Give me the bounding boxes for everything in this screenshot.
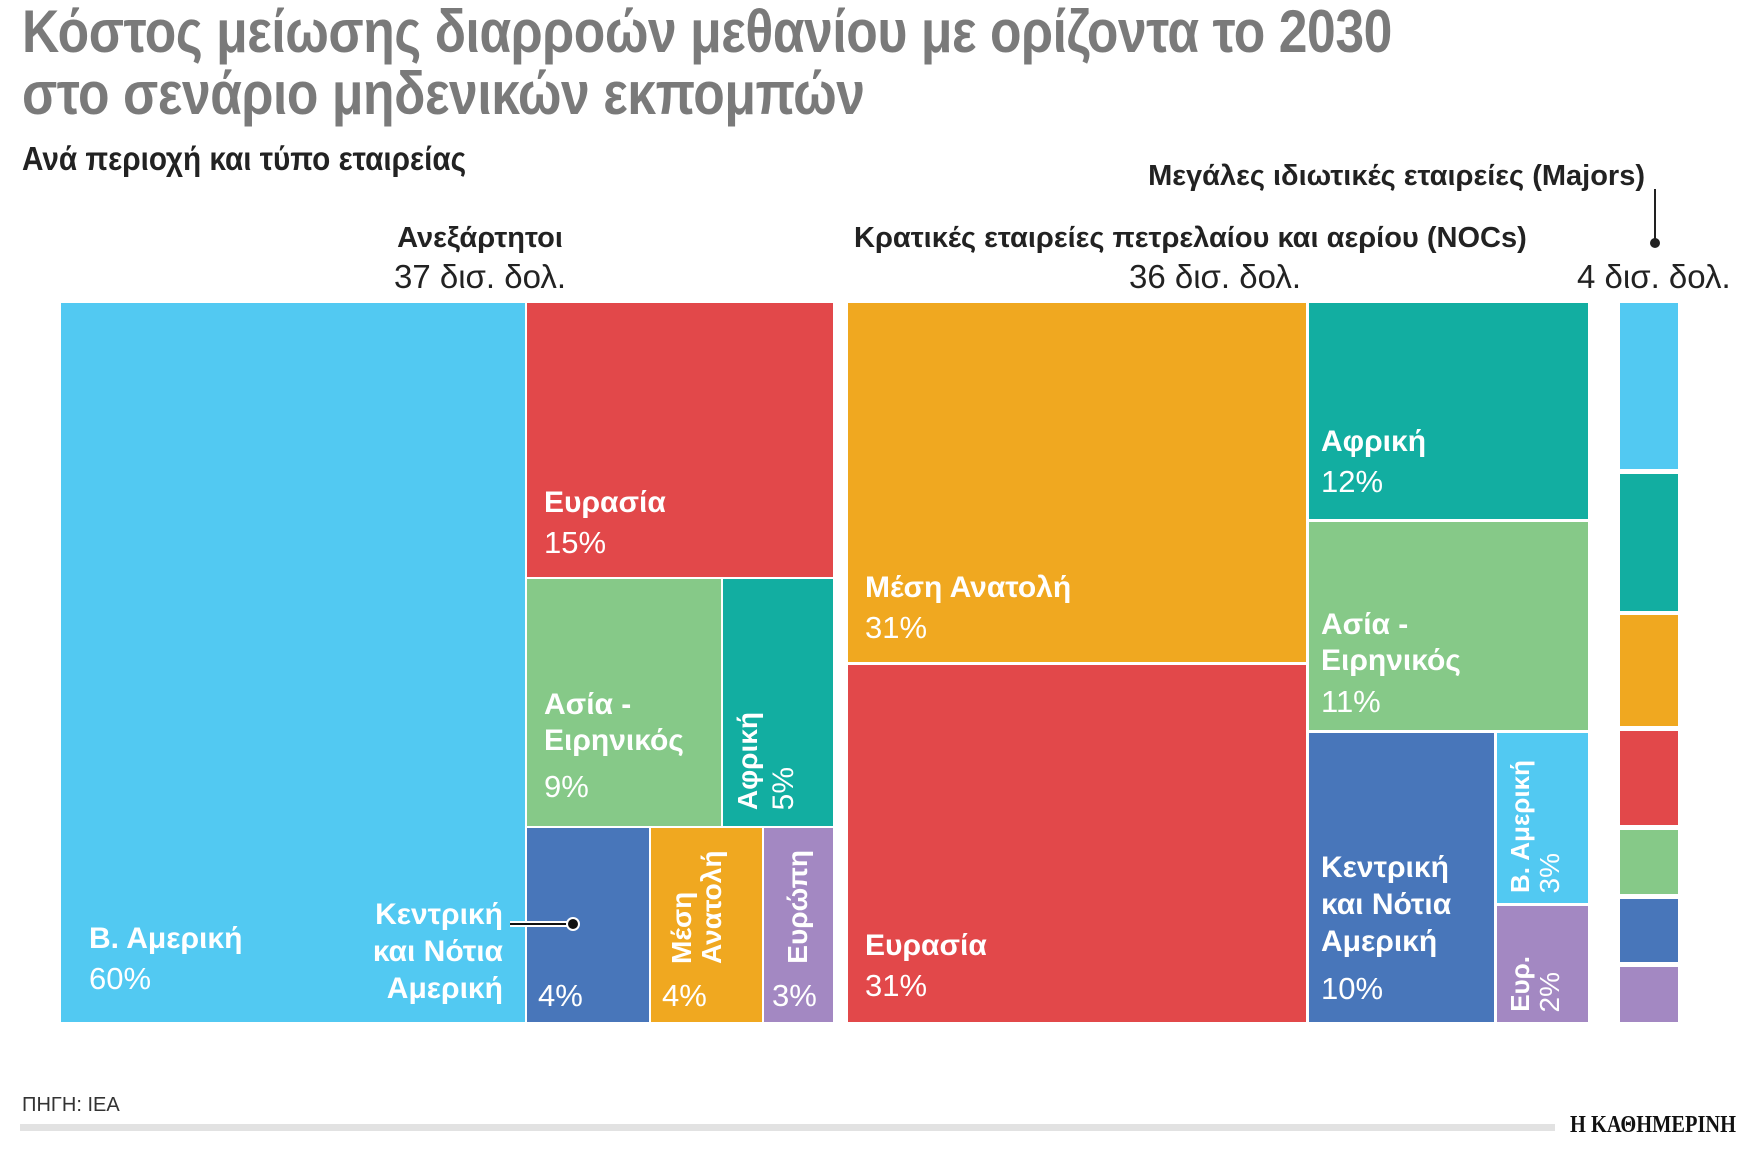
cell-label: Ευρασία	[865, 929, 987, 962]
majors-leader-line	[1654, 189, 1656, 241]
footer-rule	[20, 1124, 1555, 1131]
cell-share: 9%	[544, 769, 589, 804]
cell-share: 11%	[1321, 684, 1381, 719]
group-total-majors: 4 δισ. δολ.	[1577, 258, 1731, 295]
cell-label: Ευρώπη	[782, 850, 813, 964]
cell-share: 12%	[1321, 464, 1384, 499]
treemap-cell-independents-asia-pacific: Ασία - Ειρηνικός 9%	[527, 579, 721, 826]
treemap-cell-independents-eurasia: Ευρασία 15%	[527, 303, 833, 577]
cell-share: 5%	[767, 766, 800, 810]
treemap-cell-majors-middle-east	[1620, 615, 1678, 726]
treemap-cell-nocs-europe: Ευρ. 2%	[1497, 906, 1588, 1022]
treemap-cell-independents-central-south-america: 4%	[527, 828, 649, 1022]
treemap-cell-majors-europe	[1620, 967, 1678, 1022]
cell-label: Μέση Ανατολή	[666, 850, 727, 964]
treemap-cell-independents-north-america: Β. Αμερική 60%	[61, 303, 525, 1022]
treemap-cell-nocs-central-south-america: Κεντρική και Νότια Αμερική 10%	[1309, 733, 1494, 1022]
treemap-cell-nocs-north-america: Β. Αμερική 3%	[1497, 733, 1588, 903]
cell-label: Ευρ.	[1505, 956, 1535, 1012]
majors-leader-dot	[1650, 238, 1660, 248]
cell-label: Μέση Ανατολή	[865, 571, 1072, 604]
cell-label: Β. Αμερική	[89, 922, 243, 955]
cell-label: Ασία - Ειρηνικός	[1321, 608, 1461, 677]
treemap-cell-majors-eurasia	[1620, 731, 1678, 825]
leader-dot	[566, 917, 580, 931]
cell-label: Ευρασία	[544, 486, 666, 519]
treemap-cell-independents-middle-east: Μέση Ανατολή 4%	[651, 828, 762, 1022]
title-line-1: Κόστος μείωσης διαρροών μεθανίου με ορίζ…	[22, 0, 1392, 65]
group-label-majors: Μεγάλες ιδιωτικές εταιρείες (Majors)	[1148, 160, 1645, 192]
cell-label: Αφρική	[1321, 425, 1427, 458]
group-total-nocs: 36 δισ. δολ.	[1128, 258, 1302, 295]
source-note: ΠΗΓΗ: IEA	[22, 1094, 120, 1116]
treemap-cell-majors-africa	[1620, 474, 1678, 611]
treemap-cell-independents-europe: Ευρώπη 3%	[764, 828, 833, 1022]
cell-share: 31%	[865, 968, 928, 1003]
cell-label-independents-central-south-america: Κεντρική και Νότια Αμερική	[372, 898, 503, 1005]
cell-share: 31%	[865, 610, 928, 645]
cell-share: 3%	[772, 978, 817, 1013]
treemap-cell-nocs-eurasia: Ευρασία 31%	[848, 665, 1306, 1022]
group-label-independents: Ανεξάρτητοι	[397, 222, 563, 254]
group-total-independents: 37 δισ. δολ.	[393, 258, 567, 295]
cell-share: 2%	[1534, 971, 1565, 1012]
group-label-nocs: Κρατικές εταιρείες πετρελαίου και αερίου…	[854, 222, 1527, 254]
treemap-cell-nocs-asia-pacific: Ασία - Ειρηνικός 11%	[1309, 522, 1588, 730]
treemap-cell-independents-africa: Αφρική 5%	[723, 579, 833, 826]
treemap-cell-majors-north-america	[1620, 303, 1678, 469]
cell-label: Β. Αμερική	[1505, 760, 1535, 893]
cell-share: 3%	[1534, 852, 1565, 893]
treemap-cell-majors-central-south-america	[1620, 899, 1678, 962]
subtitle: Ανά περιοχή και τύπο εταιρείας	[22, 140, 467, 177]
publisher-logo: Η ΚΑΘΗΜΕΡΙΝΗ	[1570, 1112, 1736, 1138]
cell-share: 4%	[538, 978, 583, 1013]
cell-share: 60%	[89, 961, 152, 996]
treemap-cell-majors-asia-pacific	[1620, 830, 1678, 894]
cell-share: 15%	[544, 525, 607, 560]
title-line-2: στο σενάριο μηδενικών εκπομπών	[22, 60, 865, 127]
cell-label: Ασία - Ειρηνικός	[544, 688, 684, 757]
leader-line	[510, 923, 572, 925]
treemap-cell-nocs-middle-east: Μέση Ανατολή 31%	[848, 303, 1306, 662]
treemap-cell-nocs-africa: Αφρική 12%	[1309, 303, 1588, 519]
cell-share: 10%	[1321, 971, 1384, 1006]
cell-label: Αφρική	[732, 711, 763, 810]
cell-label: Κεντρική και Νότια Αμερική	[1321, 851, 1452, 958]
cell-share: 4%	[662, 978, 707, 1013]
